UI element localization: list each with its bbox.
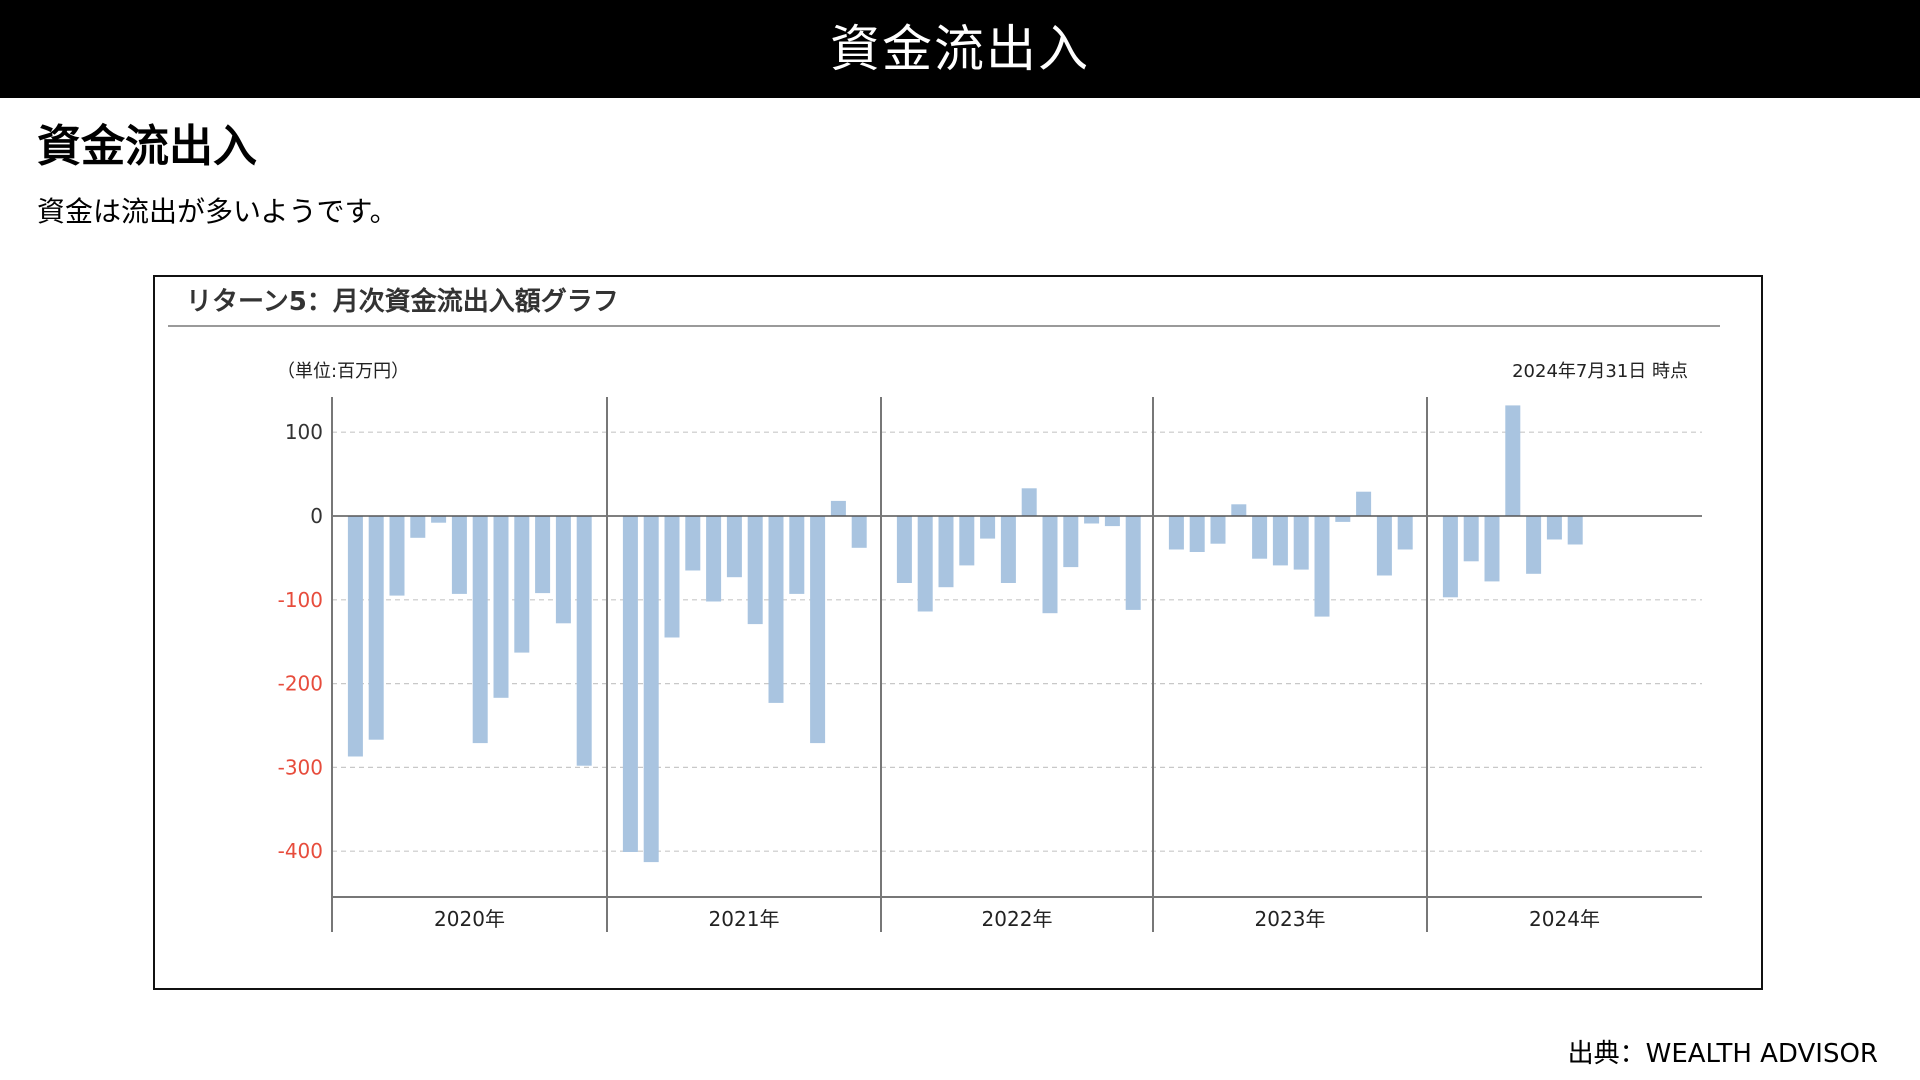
bar [980,516,996,539]
section-title: 資金流出入 [37,121,257,172]
bar [789,516,805,594]
bar [472,516,488,744]
x-axis-labels: 2020年 2021年 2022年 2023年 2024年 [434,907,1600,931]
bar [451,516,467,594]
bar [1042,516,1058,614]
bar [938,516,954,588]
bar [1335,516,1351,522]
bar [576,516,592,766]
bar [1084,516,1100,524]
y-tick-label: -300 [278,755,323,779]
bar [726,516,742,578]
y-tick-label: -100 [278,588,323,612]
bar [368,516,384,740]
bar [1505,405,1521,516]
bar [1484,516,1500,582]
bar [896,516,912,583]
bar [431,516,447,523]
bar [1125,516,1141,610]
x-tick-label: 2020年 [434,907,505,931]
y-tick-label: -400 [278,839,323,863]
x-tick-label: 2024年 [1529,907,1600,931]
gridlines [332,431,1702,852]
y-tick-label: -200 [278,672,323,696]
bar [1021,488,1037,516]
bar [959,516,975,566]
bar [514,516,530,653]
bar [1168,516,1184,550]
y-tick-label: 0 [310,504,323,528]
bar [1252,516,1268,559]
bar [1063,516,1079,568]
bar [664,516,680,638]
bar [410,516,426,538]
y-tick-label: 100 [285,420,323,444]
bar [555,516,571,624]
header-bar: 資金流出入 [0,0,1920,98]
bar [535,516,551,594]
axes [331,397,1702,932]
y-axis-ticks: 100 0 -100 -200 -300 -400 [278,420,323,863]
as-of-label: 2024年7月31日 時点 [1512,361,1688,382]
bar [685,516,701,571]
chart-title: リターン5：月次資金流出入額グラフ [186,287,619,317]
bar [1104,516,1120,527]
bar [1376,516,1392,576]
bar [1356,491,1372,516]
bar [851,516,867,548]
bar [1442,516,1458,598]
bar [643,516,659,863]
x-tick-label: 2021年 [709,907,780,931]
bar [706,516,722,602]
bar [1210,516,1226,544]
x-tick-label: 2023年 [1255,907,1326,931]
chart-title-divider [168,325,1720,327]
bar [1546,516,1562,540]
bar [830,500,846,516]
x-tick-label: 2022年 [982,907,1053,931]
source-credit: 出典：WEALTH ADVISOR [1567,1039,1878,1069]
unit-label: （単位:百万円） [277,361,409,382]
bar [810,516,826,744]
bar [622,516,638,852]
bar [347,516,363,757]
bar [1314,516,1330,617]
bar [1567,516,1583,545]
bar [389,516,405,596]
header-title: 資金流出入 [830,20,1090,78]
bar [1189,516,1205,552]
bar [1526,516,1542,574]
bar [1000,516,1016,583]
bar [1463,516,1479,562]
bar [493,516,509,698]
bar [747,516,763,625]
bar [768,516,784,703]
bar [917,516,933,612]
bar [1272,516,1288,566]
bar [1231,504,1247,516]
bars [347,405,1583,863]
section-description: 資金は流出が多いようです。 [37,195,398,228]
chart-frame [153,275,1763,990]
bar [1293,516,1309,570]
bar [1397,516,1413,550]
